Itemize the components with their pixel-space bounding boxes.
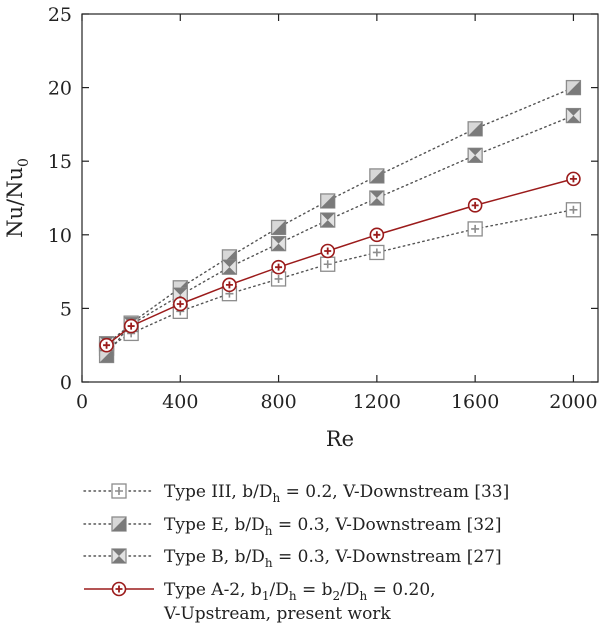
y-tick-label: 5 xyxy=(60,298,72,320)
legend-label: Type B, b/Dh​ = 0.3, V-Downstream [27] xyxy=(164,547,502,570)
x-tick-label: 0 xyxy=(76,391,88,413)
data-point-type-e xyxy=(467,121,483,137)
data-point-type-a2 xyxy=(320,243,336,259)
legend-label-line2: V-Upstream, present work xyxy=(163,604,391,624)
legend-entry-type-b: Type B, b/Dh​ = 0.3, V-Downstream [27] xyxy=(83,547,502,570)
legend-label-subscript: h xyxy=(272,491,280,505)
plot-frame xyxy=(81,13,599,383)
legend-label-part: = b xyxy=(297,580,333,600)
legend-label-part: Type III, b/D xyxy=(164,482,272,502)
data-point-type-iii xyxy=(270,271,287,287)
y-axis-title-main: Nu/Nu xyxy=(3,167,27,238)
legend-label-part: /D xyxy=(340,580,359,600)
y-axis-title: Nu/Nu0 xyxy=(3,158,32,238)
data-point-type-e xyxy=(270,219,287,236)
y-tick-label: 10 xyxy=(48,225,72,247)
data-point-type-a2 xyxy=(222,277,237,293)
legend-label-part: Type A-2, b xyxy=(164,580,262,600)
data-point-type-iii xyxy=(467,221,483,237)
legend-label: Type A-2, b1​/Dh​ = b2​/Dh​ = 0.20, xyxy=(164,580,436,603)
data-point-type-a2 xyxy=(99,337,114,353)
data-point-type-b xyxy=(467,147,483,163)
legend-label-part: /D xyxy=(269,580,288,600)
series-type-iii xyxy=(98,202,582,356)
legend-label-subscript: h xyxy=(265,556,273,570)
legend-marker xyxy=(111,483,127,499)
legend-label-subscript: h xyxy=(289,589,297,603)
legend-label-subscript: 1 xyxy=(262,589,270,603)
data-point-type-a2 xyxy=(369,227,385,243)
data-point-type-iii xyxy=(320,256,336,272)
legend: Type III, b/Dh​ = 0.2, V-Downstream [33]… xyxy=(83,482,509,624)
legend-label-part: Type B, b/D xyxy=(164,547,265,567)
data-point-type-a2 xyxy=(566,171,581,187)
series-line-type-a2 xyxy=(106,178,574,346)
x-tick-label: 800 xyxy=(260,391,296,413)
series-type-b xyxy=(98,107,582,352)
data-point-type-a2 xyxy=(123,318,139,334)
legend-label-part: = 0.3, V-Downstream [32] xyxy=(272,515,501,535)
series-line-type-iii xyxy=(105,209,575,349)
y-tick-label: 20 xyxy=(48,78,72,100)
x-tick-label: 400 xyxy=(162,391,198,413)
y-tick-label: 0 xyxy=(60,372,72,394)
y-tick-label: 25 xyxy=(48,4,72,26)
data-point-type-b xyxy=(565,107,582,124)
data-point-type-e xyxy=(369,168,385,184)
data-point-type-a2 xyxy=(467,198,483,213)
legend-label-subscript: h xyxy=(265,524,273,538)
x-axis-title: Re xyxy=(326,427,354,451)
legend-entry-type-a2: Type A-2, b1​/Dh​ = b2​/Dh​ = 0.20,V-Ups… xyxy=(84,580,436,624)
data-point-type-iii xyxy=(369,244,385,261)
legend-label-part: = 0.3, V-Downstream [27] xyxy=(273,547,502,567)
legend-label-part: Type E, b/D xyxy=(164,515,265,535)
legend-label-subscript: h xyxy=(360,589,368,603)
legend-entry-type-iii: Type III, b/Dh​ = 0.2, V-Downstream [33] xyxy=(83,482,509,505)
legend-marker xyxy=(111,516,127,532)
legend-entry-type-e: Type E, b/Dh​ = 0.3, V-Downstream [32] xyxy=(83,515,502,538)
x-tick-label: 1600 xyxy=(451,391,499,413)
data-point-type-e xyxy=(98,347,115,364)
legend-label: Type E, b/Dh​ = 0.3, V-Downstream [32] xyxy=(164,515,502,538)
y-axis-title-subscript: 0 xyxy=(16,158,32,167)
data-point-type-iii xyxy=(565,202,582,218)
series-type-a2 xyxy=(99,171,581,353)
data-point-type-e xyxy=(565,79,582,96)
data-point-type-b xyxy=(270,235,287,252)
data-point-type-a2 xyxy=(271,259,286,275)
legend-label-part: = 0.20, xyxy=(367,580,435,600)
legend-marker xyxy=(111,581,127,597)
data-point-type-b xyxy=(320,212,336,228)
x-tick-label: 1200 xyxy=(353,391,401,413)
data-point-type-e xyxy=(320,193,336,209)
plot-area xyxy=(98,79,582,364)
legend-label-subscript: 2 xyxy=(333,589,341,603)
series-type-e xyxy=(98,79,582,364)
legend-label: Type III, b/Dh​ = 0.2, V-Downstream [33] xyxy=(164,482,509,505)
legend-label-part: = 0.2, V-Downstream [33] xyxy=(280,482,509,502)
data-point-type-a2 xyxy=(172,296,188,312)
legend-marker xyxy=(111,548,127,564)
x-tick-label: 2000 xyxy=(549,391,597,413)
data-point-type-b xyxy=(221,259,238,275)
data-point-type-b xyxy=(369,190,385,206)
y-tick-label: 15 xyxy=(48,151,72,173)
